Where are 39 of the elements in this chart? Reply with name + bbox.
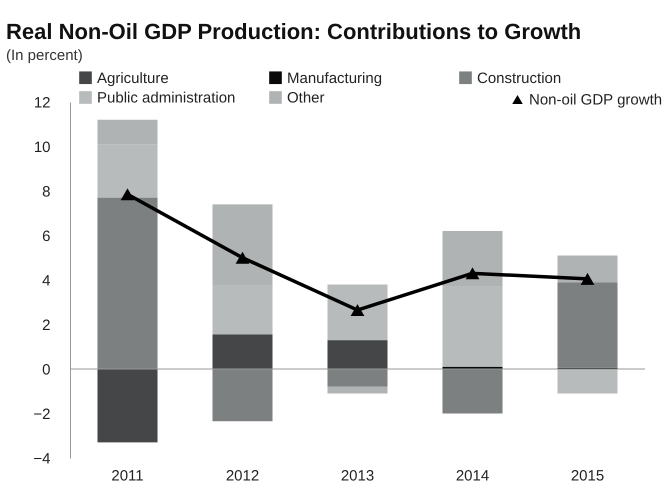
y-tick-label: 8 bbox=[42, 184, 50, 200]
bar bbox=[557, 256, 618, 282]
y-tick-label: 2 bbox=[42, 317, 50, 334]
point bbox=[350, 304, 364, 316]
y-tick-label: −2 bbox=[33, 406, 50, 423]
legend-label: Agriculture bbox=[97, 70, 169, 87]
legend-label: Public administration bbox=[97, 90, 236, 106]
bar bbox=[442, 369, 503, 414]
legend-label: Non-oil GDP growth bbox=[529, 92, 662, 108]
y-tick-label: 0 bbox=[42, 362, 50, 378]
chart-subtitle: (In percent) bbox=[6, 47, 83, 64]
point bbox=[120, 188, 134, 200]
legend-label: Other bbox=[287, 90, 325, 106]
legend-label: Manufacturing bbox=[287, 70, 382, 87]
legend-label: Construction bbox=[477, 70, 562, 87]
point bbox=[580, 272, 594, 285]
x-tick-label: 2012 bbox=[226, 468, 260, 484]
y-tick-label: −4 bbox=[33, 450, 50, 468]
chart-title: Real Non-Oil GDP Production: Contributions to Growth bbox=[6, 19, 582, 44]
bar bbox=[557, 282, 618, 368]
bar bbox=[327, 369, 388, 387]
point bbox=[236, 252, 250, 264]
bar bbox=[557, 369, 618, 394]
y-tick-label: 10 bbox=[34, 139, 50, 156]
x-tick-label: 2011 bbox=[111, 468, 144, 484]
bar bbox=[327, 386, 388, 394]
y-tick-label: 6 bbox=[42, 228, 50, 245]
bar bbox=[212, 369, 273, 422]
x-tick-label: 2015 bbox=[570, 468, 604, 484]
bar bbox=[97, 198, 158, 369]
bar bbox=[97, 369, 158, 442]
x-tick-label: 2013 bbox=[340, 468, 374, 484]
y-tick-label: 4 bbox=[42, 272, 50, 290]
bar bbox=[327, 284, 388, 340]
point bbox=[466, 267, 480, 280]
x-tick-label: 2014 bbox=[456, 468, 490, 484]
y-tick-label: 12 bbox=[34, 94, 50, 112]
bar bbox=[327, 340, 388, 369]
bar bbox=[212, 334, 273, 369]
